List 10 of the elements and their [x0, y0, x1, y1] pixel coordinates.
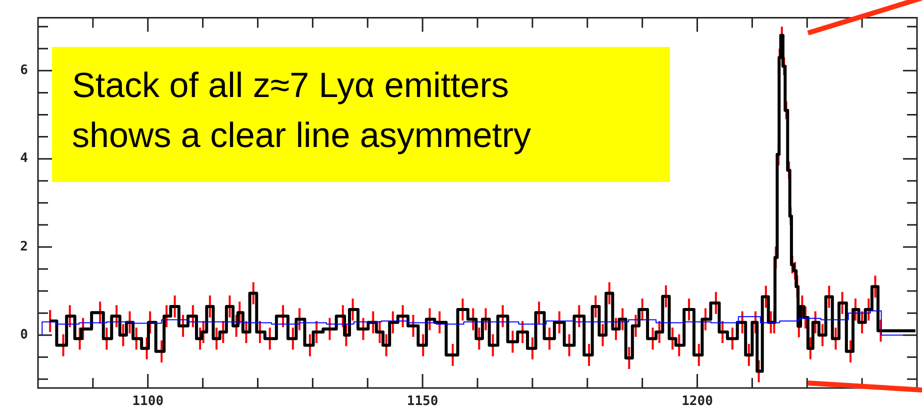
caption-box: Stack of all z≈7 Lyα emitters shows a clear line asymmetry	[52, 47, 670, 182]
annotation: Stack of all z≈7 Lyα emitters	[72, 65, 510, 107]
y-tick-label: 0	[20, 327, 28, 342]
x-tick-label: 1200	[682, 394, 714, 410]
x-tick-label: 1100	[132, 394, 164, 410]
x-tick-label: 1150	[406, 394, 438, 410]
annotation: shows a clear line asymmetry	[72, 115, 532, 157]
y-tick-label: 2	[20, 239, 28, 254]
y-tick-label: 4	[20, 151, 28, 166]
y-tick-label: 6	[20, 63, 28, 78]
